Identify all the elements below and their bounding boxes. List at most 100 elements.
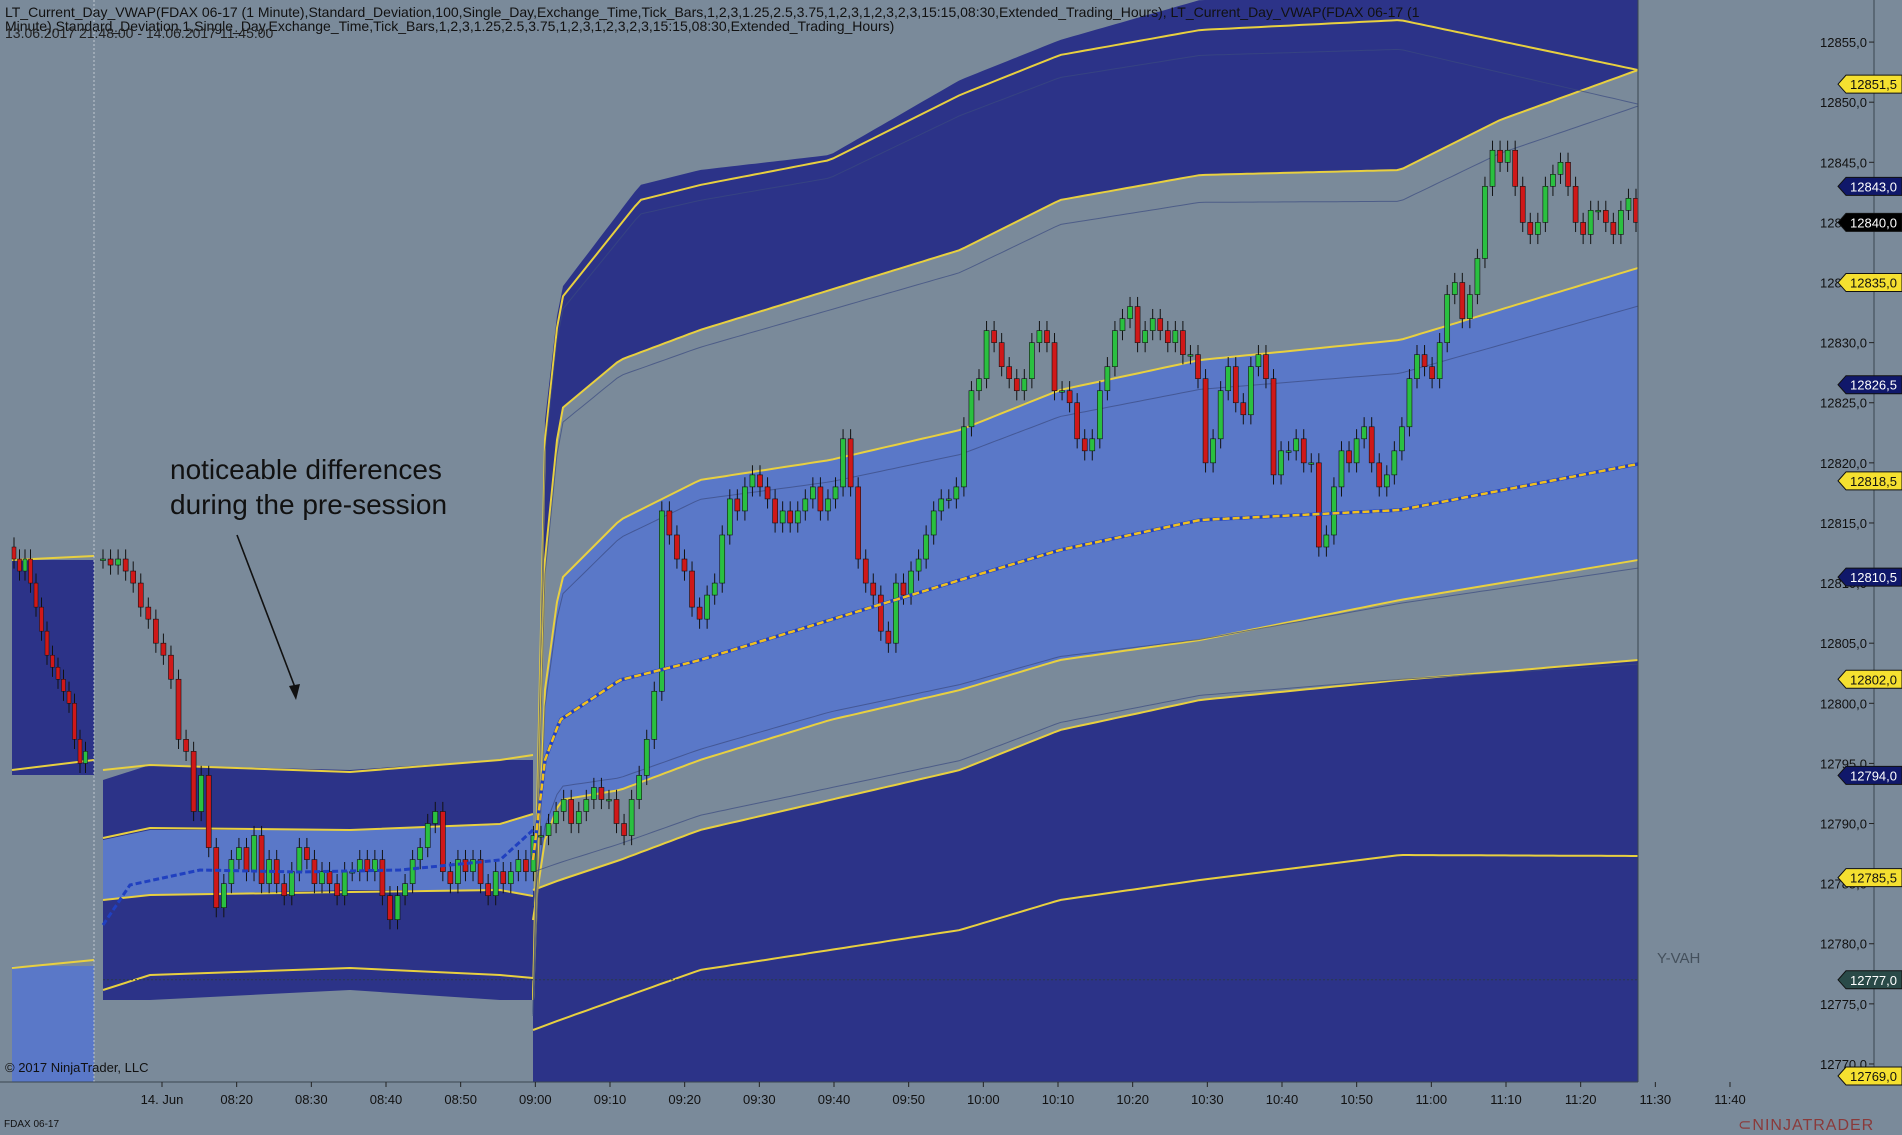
candle bbox=[1618, 200, 1624, 245]
price-marker-12840,0[interactable]: 12840,0 bbox=[1837, 212, 1902, 232]
prev-session-lower-band bbox=[12, 966, 94, 1082]
candle bbox=[1240, 393, 1247, 425]
candle bbox=[1187, 345, 1194, 365]
price-marker-12802,0[interactable]: 12802,0 bbox=[1837, 669, 1902, 689]
candle-body-down bbox=[734, 498, 741, 512]
candle-body-down bbox=[885, 630, 892, 644]
candle bbox=[1459, 272, 1466, 329]
candle bbox=[1127, 296, 1133, 329]
candle-body-up bbox=[1285, 450, 1292, 453]
price-marker-12777,0[interactable]: 12777,0 bbox=[1837, 970, 1902, 990]
upper-outer-band bbox=[533, 0, 1638, 1000]
prev-candle-body bbox=[33, 582, 39, 608]
candle bbox=[825, 489, 831, 521]
candle-body-down bbox=[387, 895, 393, 921]
candle bbox=[1263, 345, 1269, 389]
pre-band-line-1 bbox=[102, 813, 534, 839]
candle-body-down bbox=[175, 678, 182, 740]
candle-body-down bbox=[817, 486, 824, 512]
candle-body-down bbox=[689, 570, 695, 608]
candle-body-down bbox=[326, 871, 333, 884]
price-marker-12818,5[interactable]: 12818,5 bbox=[1837, 471, 1902, 491]
candle-body-up bbox=[1172, 330, 1179, 343]
candle-body-down bbox=[523, 859, 529, 872]
price-marker-tag bbox=[1837, 765, 1902, 785]
candle-body-down bbox=[1580, 222, 1586, 235]
indicator-header-line2: Minute),Standard_Deviation,1,Single_Day,… bbox=[5, 18, 895, 34]
candle-body-up bbox=[749, 474, 756, 488]
price-marker-12810,5[interactable]: 12810,5 bbox=[1837, 567, 1902, 587]
candle-body-up bbox=[1557, 162, 1564, 175]
candle-body-up bbox=[1308, 462, 1315, 465]
candle bbox=[175, 669, 182, 749]
candle bbox=[862, 549, 869, 593]
candle bbox=[1625, 188, 1632, 221]
prev-candle-body bbox=[44, 630, 50, 656]
price-marker-label: 12785,5 bbox=[1850, 871, 1897, 886]
candle-body-down bbox=[568, 799, 575, 824]
prev-candle bbox=[28, 549, 33, 593]
candle bbox=[213, 837, 220, 918]
candle bbox=[802, 489, 809, 521]
price-marker-12826,5[interactable]: 12826,5 bbox=[1837, 375, 1902, 395]
time-tick-label: 10:30 bbox=[1191, 1092, 1224, 1107]
candle bbox=[606, 789, 612, 810]
price-marker-12851,5[interactable]: 12851,5 bbox=[1837, 74, 1902, 94]
candle bbox=[878, 585, 884, 641]
pre-band-line-3 bbox=[102, 966, 534, 991]
candle bbox=[1059, 381, 1065, 401]
lower-mid-band bbox=[533, 660, 1638, 1030]
price-marker-12785,5[interactable]: 12785,5 bbox=[1837, 868, 1902, 888]
candle bbox=[1519, 176, 1526, 233]
candle bbox=[1338, 441, 1345, 497]
candle bbox=[1376, 453, 1383, 497]
candle bbox=[696, 597, 703, 629]
price-marker-12769,0[interactable]: 12769,0 bbox=[1837, 1066, 1902, 1086]
candle bbox=[1346, 441, 1352, 473]
candle-body-down bbox=[1180, 330, 1186, 355]
prev-candle-body bbox=[28, 558, 33, 584]
candle bbox=[372, 849, 378, 882]
price-tick-label: 12845,0 bbox=[1820, 155, 1867, 170]
price-tick-label: 12825,0 bbox=[1820, 396, 1867, 411]
candle-body-down bbox=[364, 859, 371, 872]
price-marker-12794,0[interactable]: 12794,0 bbox=[1837, 765, 1902, 785]
candle-body-down bbox=[1376, 462, 1383, 488]
candle-body-up bbox=[1021, 378, 1028, 392]
time-tick-label: 10:00 bbox=[967, 1092, 1000, 1107]
time-tick-label: 10:40 bbox=[1266, 1092, 1299, 1107]
candle bbox=[847, 429, 854, 497]
candle bbox=[326, 861, 333, 894]
band-mid-line-1 bbox=[532, 105, 1639, 1015]
candle-body-down bbox=[281, 883, 288, 896]
price-marker-tag bbox=[1837, 74, 1902, 94]
candle bbox=[870, 573, 877, 605]
candle-body-down bbox=[1013, 378, 1020, 392]
candle bbox=[1202, 369, 1209, 473]
candle-body-up bbox=[394, 895, 401, 921]
candle bbox=[1142, 320, 1148, 353]
time-tick-label: 14. Jun bbox=[141, 1092, 184, 1107]
candle bbox=[221, 874, 227, 918]
candle-body-up bbox=[432, 811, 439, 824]
candle-body-up bbox=[545, 823, 552, 836]
candle bbox=[915, 549, 922, 581]
candle bbox=[666, 501, 673, 545]
candle bbox=[1293, 429, 1299, 461]
time-tick-label: 09:40 bbox=[818, 1092, 851, 1107]
price-marker-12835,0[interactable]: 12835,0 bbox=[1837, 273, 1902, 293]
price-tick-label: 12780,0 bbox=[1820, 937, 1867, 952]
candle-body-up bbox=[1217, 390, 1224, 440]
candle bbox=[334, 874, 340, 906]
candle-body-down bbox=[1346, 450, 1352, 464]
candle-body-up bbox=[1149, 318, 1156, 331]
price-marker-12843,0[interactable]: 12843,0 bbox=[1837, 176, 1902, 196]
price-marker-tag bbox=[1837, 669, 1902, 689]
band-mid-line-4 bbox=[532, 663, 1639, 873]
arrow-head-icon bbox=[289, 684, 300, 700]
candle-body-down bbox=[757, 474, 763, 488]
candle bbox=[122, 549, 129, 581]
candle bbox=[1497, 140, 1503, 172]
